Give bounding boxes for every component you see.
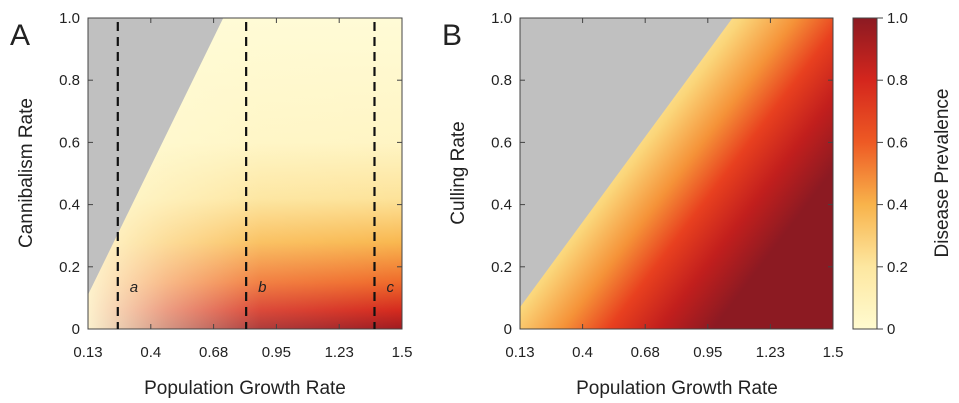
panel-a-no-data-region [88, 18, 224, 295]
x-tick-label: 0.4 [140, 344, 161, 361]
panel-a-x-ticks: 0.13 0.4 0.68 0.95 1.23 1.5 [73, 18, 412, 361]
panel-a-y-ticks: 0 0.2 0.4 0.6 0.8 1.0 [59, 10, 402, 338]
panel-b-y-axis-label: Culling Rate [448, 121, 469, 225]
y-tick-label: 0.8 [59, 72, 80, 89]
y-tick-label: 0 [72, 321, 80, 338]
panel-b-no-data-region [520, 18, 733, 308]
vertical-line-label-c: c [386, 279, 394, 296]
colorbar-tick-label: 0.6 [887, 134, 908, 151]
x-tick-label: 0.95 [262, 344, 291, 361]
colorbar-tick-label: 0 [887, 321, 895, 338]
colorbar [852, 17, 878, 330]
y-tick-label: 0.6 [491, 134, 512, 151]
x-tick-label: 0.13 [73, 344, 102, 361]
y-tick-label: 0 [504, 321, 512, 338]
panel-b-x-ticks: 0.13 0.4 0.68 0.95 1.23 1.5 [505, 18, 843, 361]
x-tick-label: 0.68 [631, 344, 660, 361]
y-tick-label: 1.0 [491, 10, 512, 27]
colorbar-tick-label: 0.4 [887, 197, 908, 214]
y-tick-label: 0.6 [59, 134, 80, 151]
y-tick-label: 0.4 [59, 197, 80, 214]
panel-b-frame [519, 17, 834, 330]
x-tick-label: 1.23 [756, 344, 785, 361]
panel-a-frame [87, 17, 403, 330]
y-tick-label: 1.0 [59, 10, 80, 27]
x-tick-label: 1.5 [392, 344, 413, 361]
y-tick-label: 0.8 [491, 72, 512, 89]
colorbar-tick-label: 1.0 [887, 10, 908, 27]
y-tick-label: 0.2 [59, 259, 80, 276]
panel-a-label: A [10, 19, 30, 52]
x-tick-label: 0.95 [693, 344, 722, 361]
panel-a-y-axis-label: Cannibalism Rate [16, 98, 37, 248]
panel-a [88, 18, 402, 329]
vertical-line-label-a: a [130, 279, 138, 296]
panel-a-vertical-lines: a b c [116, 22, 394, 329]
y-tick-label: 0.2 [491, 259, 512, 276]
panel-b [520, 18, 833, 329]
x-tick-label: 1.5 [823, 344, 844, 361]
colorbar-tick-label: 0.2 [887, 259, 908, 276]
panel-a-x-axis-label: Population Growth Rate [144, 378, 346, 399]
panel-b-label: B [442, 19, 462, 52]
panel-b-x-axis-label: Population Growth Rate [576, 378, 778, 399]
colorbar-label: Disease Prevalence [932, 89, 953, 258]
y-tick-label: 0.4 [491, 197, 512, 214]
x-tick-label: 0.68 [199, 344, 228, 361]
colorbar-ticks: 0 0.2 0.4 0.6 0.8 1.0 [877, 10, 908, 338]
x-tick-label: 1.23 [325, 344, 354, 361]
x-tick-label: 0.13 [505, 344, 534, 361]
x-tick-label: 0.4 [572, 344, 593, 361]
vertical-line-label-b: b [258, 279, 266, 296]
panel-b-y-ticks: 0 0.2 0.4 0.6 0.8 1.0 [491, 10, 833, 338]
colorbar-tick-label: 0.8 [887, 72, 908, 89]
